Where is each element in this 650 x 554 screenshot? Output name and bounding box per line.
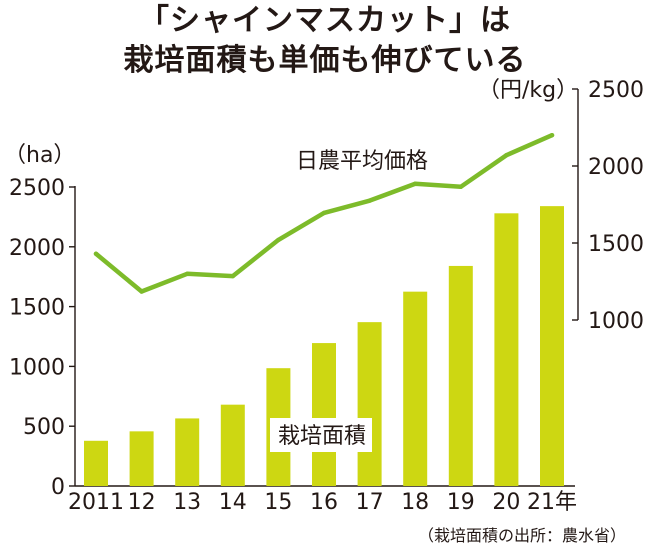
bar xyxy=(357,322,382,486)
x-tick-label: 12 xyxy=(128,490,156,515)
x-tick-label: 16 xyxy=(310,490,338,515)
line-point xyxy=(139,289,144,294)
left-y-axis: 0 500 1000 1500 2000 2500 xyxy=(9,176,575,500)
bar xyxy=(175,418,200,486)
right-axis-label: （円/kg） xyxy=(478,78,578,103)
left-tick-label: 0 xyxy=(51,475,65,500)
chart-title-line1: 「シャインマスカット」は xyxy=(139,3,511,38)
x-tick-label: 2011 xyxy=(68,490,124,515)
bar-series-label: 栽培面積 xyxy=(278,424,366,449)
left-tick-label: 2500 xyxy=(9,176,65,201)
x-tick-label: 18 xyxy=(401,490,429,515)
bar xyxy=(403,291,428,486)
left-tick-label: 1500 xyxy=(9,296,65,321)
bar xyxy=(540,206,564,487)
right-tick-label: 1000 xyxy=(588,309,644,334)
bar-series xyxy=(84,206,564,487)
left-tick-label: 500 xyxy=(23,415,65,440)
x-tick-label: 17 xyxy=(356,490,384,515)
line-point xyxy=(185,271,190,276)
x-tick-label: 13 xyxy=(173,490,201,515)
x-tick-label: 14 xyxy=(219,490,247,515)
line-point xyxy=(413,181,418,186)
bar xyxy=(129,431,154,486)
left-tick-label: 2000 xyxy=(9,236,65,261)
bar xyxy=(494,213,519,486)
line-point xyxy=(458,184,463,189)
line-point xyxy=(367,198,372,203)
line-point xyxy=(230,273,235,279)
line-point xyxy=(504,153,509,158)
left-tick-label: 1000 xyxy=(9,355,65,380)
bar-series-label-background xyxy=(270,418,372,452)
right-tick-label: 2500 xyxy=(588,78,644,103)
line-series-label: 日農平均価格 xyxy=(296,149,428,174)
line-point xyxy=(93,251,99,256)
x-axis-ticks: 2011 12 13 14 15 16 17 18 19 20 21年 xyxy=(68,490,577,515)
line-series xyxy=(93,132,555,294)
left-axis-label: （ha） xyxy=(4,143,75,168)
bar xyxy=(448,265,473,486)
chart-title-line2: 栽培面積も単価も伸びている xyxy=(123,43,527,78)
right-tick-label: 1500 xyxy=(588,232,644,257)
source-note: （栽培面積の出所：農水省） xyxy=(418,526,626,545)
bar xyxy=(84,440,108,486)
x-tick-label: 19 xyxy=(447,490,475,515)
line-point xyxy=(276,237,281,243)
bar xyxy=(312,343,336,486)
right-tick-label: 2000 xyxy=(588,155,644,180)
line-point xyxy=(549,133,555,138)
bar xyxy=(220,404,245,486)
x-tick-label: 20 xyxy=(492,490,520,515)
line-point xyxy=(321,210,327,216)
x-tick-label: 21年 xyxy=(527,490,577,515)
right-y-axis: 1000 1500 2000 2500 xyxy=(572,78,644,334)
x-tick-label: 15 xyxy=(264,490,292,515)
